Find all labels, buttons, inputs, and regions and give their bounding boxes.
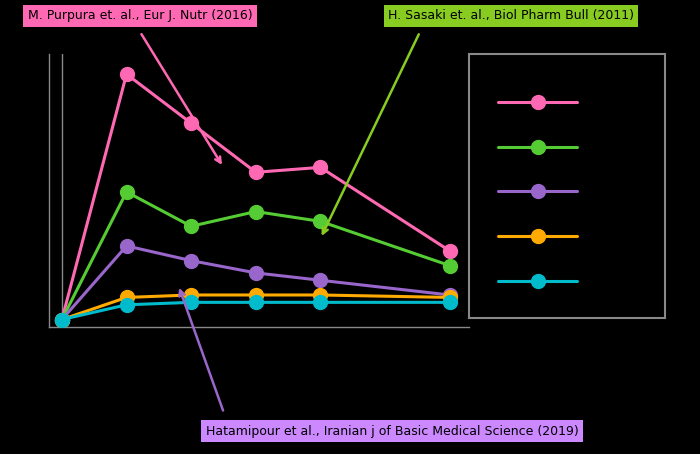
- Text: Hatamipour et al., Iranian j of Basic Medical Science (2019): Hatamipour et al., Iranian j of Basic Me…: [206, 425, 578, 438]
- Text: M. Purpura et. al., Eur J. Nutr (2016): M. Purpura et. al., Eur J. Nutr (2016): [28, 10, 252, 22]
- Text: H. Sasaki et. al., Biol Pharm Bull (2011): H. Sasaki et. al., Biol Pharm Bull (2011…: [388, 10, 634, 22]
